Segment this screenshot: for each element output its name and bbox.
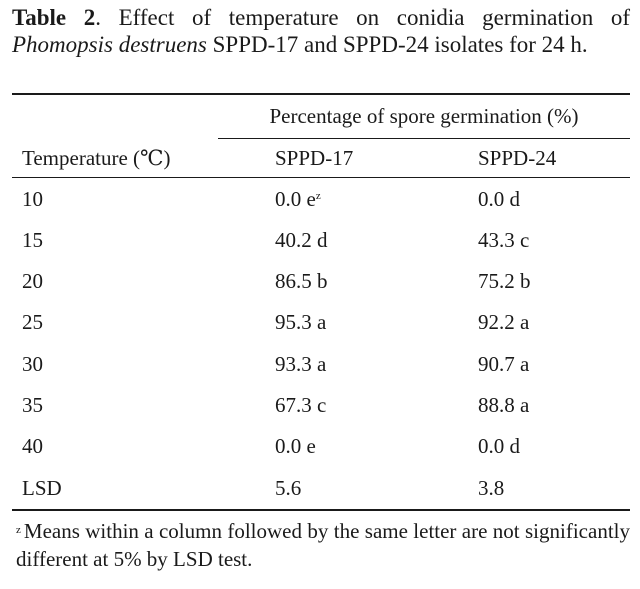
top-rule [12,93,630,95]
spanning-header-rule [218,138,630,139]
sppd-24-cell: 75.2 b [478,269,531,293]
column-header-sppd-17: SPPD-17 [275,146,354,170]
sppd-24-cell: 92.2 a [478,310,530,334]
table-row: 30 93.3 a 90.7 a [0,349,640,379]
header-rule [12,177,630,178]
sppd-17-cell: 40.2 d [275,228,328,252]
table-row: 40 0.0 e 0.0 d [0,431,640,461]
sppd-24-cell: 3.8 [478,476,505,500]
table-row-lsd: LSD 5.6 3.8 [0,473,640,503]
table-row: 10 0.0 ez 0.0 d [0,184,640,214]
table-row: 20 86.5 b 75.2 b [0,266,640,296]
temperature-cell: 10 [22,187,43,211]
sppd-24-cell: 88.8 a [478,393,530,417]
table-row: 25 95.3 a 92.2 a [0,307,640,337]
sppd-24-cell: 0.0 d [478,187,520,211]
temperature-cell: 40 [22,434,43,458]
table-row: 15 40.2 d 43.3 c [0,225,640,255]
sppd-24-cell: 90.7 a [478,352,530,376]
table-caption: Table 2. Effect of temperature on conidi… [12,4,630,58]
footnote-marker: z [16,524,21,536]
sppd-17-cell: 95.3 a [275,310,327,334]
sppd-17-cell: 0.0 ez [275,187,321,211]
table-label: Table 2 [12,5,96,30]
table-footnote: z Means within a column followed by the s… [16,517,630,573]
temperature-cell: 15 [22,228,43,252]
footnote-text: Means within a column followed by the sa… [16,519,630,571]
caption-text-1: . Effect of temperature on conidia germi… [95,5,630,30]
table-row: 35 67.3 c 88.8 a [0,390,640,420]
sppd-17-cell: 5.6 [275,476,302,500]
sppd-17-cell: 0.0 e [275,434,316,458]
footnote-marker: z [315,190,321,202]
sppd-24-cell: 43.3 c [478,228,530,252]
caption-text-2: SPPD-17 and SPPD-24 isolates for 24 h. [206,32,588,57]
sppd-17-cell: 67.3 c [275,393,327,417]
temperature-cell: 30 [22,352,43,376]
temperature-cell: 35 [22,393,43,417]
sppd-24-cell: 0.0 d [478,434,520,458]
column-header-sppd-24: SPPD-24 [478,146,557,170]
sppd-17-cell: 93.3 a [275,352,327,376]
temperature-cell: 25 [22,310,43,334]
sppd-17-cell: 86.5 b [275,269,328,293]
spanning-header: Percentage of spore germination (%) [269,104,579,128]
species-name: Phomopsis destruens [12,32,207,57]
temperature-cell: LSD [22,476,62,500]
column-header-temperature: Temperature (℃) [22,146,171,170]
temperature-cell: 20 [22,269,43,293]
bottom-rule [12,509,630,511]
